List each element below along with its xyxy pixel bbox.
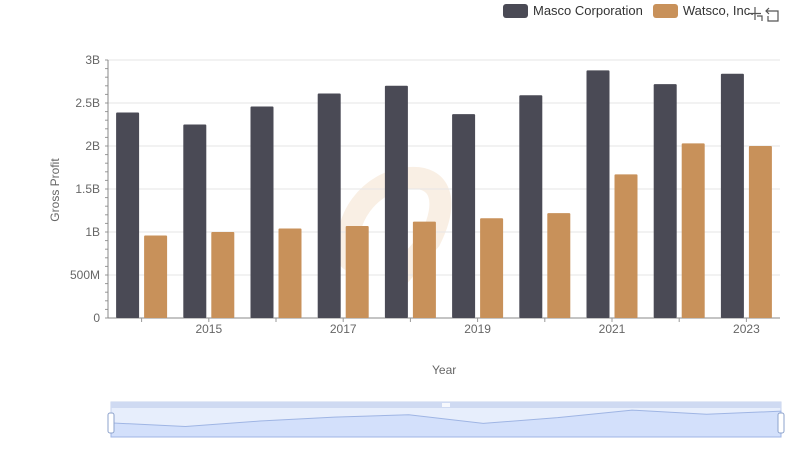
bar-series-1-2018[interactable] xyxy=(412,221,436,318)
x-axis-title: Year xyxy=(432,363,457,377)
bar-series-1-2014[interactable] xyxy=(144,235,168,318)
legend-item-series-0[interactable]: Masco Corporation xyxy=(503,3,643,18)
legend-label-series-0: Masco Corporation xyxy=(533,3,643,18)
x-tick-label-2019: 2019 xyxy=(464,322,491,336)
x-tick-label-2021: 2021 xyxy=(599,322,626,336)
bar-series-1-2020[interactable] xyxy=(547,213,571,318)
bar-series-1-2021[interactable] xyxy=(614,174,638,318)
range-slider-right-handle[interactable] xyxy=(777,412,785,434)
legend-item-series-1[interactable]: Watsco, Inc. xyxy=(652,3,754,18)
zoom-icon[interactable] xyxy=(746,5,764,23)
x-tick-label-2015: 2015 xyxy=(195,322,222,336)
range-slider-left-handle[interactable] xyxy=(107,412,115,434)
watermark-logo xyxy=(337,166,452,286)
bar-series-1-2019[interactable] xyxy=(480,218,504,318)
bar-series-0-2016[interactable] xyxy=(250,106,274,318)
bar-series-0-2022[interactable] xyxy=(653,84,677,318)
restore-icon[interactable] xyxy=(764,5,782,23)
bar-series-0-2014[interactable] xyxy=(116,112,140,319)
bar-series-1-2022[interactable] xyxy=(681,143,705,318)
y-tick-label: 2B xyxy=(85,139,100,153)
bar-series-1-2015[interactable] xyxy=(211,232,235,318)
bar-series-0-2021[interactable] xyxy=(586,70,610,318)
x-tick-label-2017: 2017 xyxy=(330,322,357,336)
legend-label-series-1: Watsco, Inc. xyxy=(682,3,754,18)
y-tick-label: 0 xyxy=(93,311,100,325)
y-tick-label: 1B xyxy=(85,225,100,239)
bar-series-0-2019[interactable] xyxy=(452,114,476,319)
bar-series-1-2017[interactable] xyxy=(345,225,369,318)
legend-swatch-series-1 xyxy=(652,3,678,18)
bar-series-0-2015[interactable] xyxy=(183,124,207,319)
range-slider-preview xyxy=(110,409,782,438)
y-tick-label: 500M xyxy=(70,268,100,282)
bar-series-0-2018[interactable] xyxy=(384,85,408,318)
y-tick-label: 3B xyxy=(85,53,100,67)
y-tick-label: 2.5B xyxy=(75,96,100,110)
legend: Masco Corporation Watsco, Inc. xyxy=(503,3,764,18)
bar-series-1-2023[interactable] xyxy=(748,146,772,318)
y-tick-label: 1.5B xyxy=(75,182,100,196)
x-tick-label-2023: 2023 xyxy=(733,322,760,336)
legend-swatch-series-0 xyxy=(503,3,528,18)
bar-series-1-2016[interactable] xyxy=(278,228,302,318)
y-axis-title: Gross Profit xyxy=(48,158,62,222)
chart-toolbar xyxy=(746,5,782,23)
bar-series-0-2017[interactable] xyxy=(317,93,341,318)
range-slider-grip[interactable] xyxy=(442,403,450,407)
bar-series-0-2020[interactable] xyxy=(519,95,543,318)
bar-series-0-2023[interactable] xyxy=(720,73,744,318)
